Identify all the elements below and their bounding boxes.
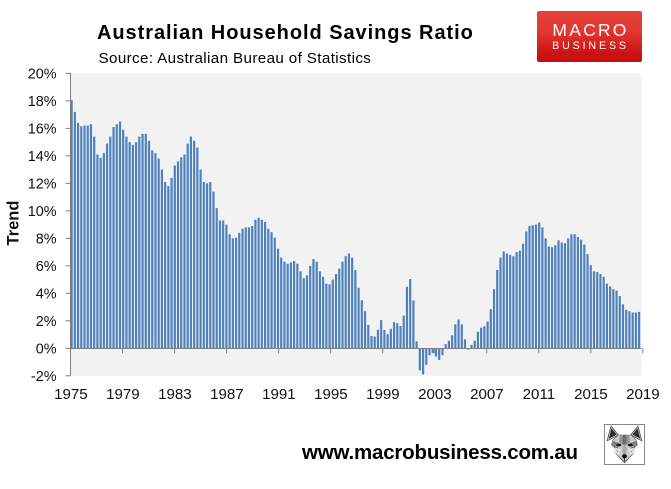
- svg-text:18%: 18%: [28, 94, 57, 110]
- svg-text:20%: 20%: [28, 66, 57, 82]
- svg-text:1999: 1999: [366, 386, 400, 403]
- svg-text:1987: 1987: [210, 386, 244, 403]
- svg-text:2007: 2007: [470, 386, 504, 403]
- svg-text:4%: 4%: [36, 286, 57, 302]
- svg-text:10%: 10%: [28, 204, 57, 220]
- svg-text:1975: 1975: [54, 386, 88, 403]
- svg-text:2019: 2019: [626, 386, 660, 403]
- svg-text:1979: 1979: [106, 386, 140, 403]
- svg-text:2003: 2003: [418, 386, 452, 403]
- svg-text:1995: 1995: [314, 386, 348, 403]
- svg-text:2015: 2015: [574, 386, 608, 403]
- svg-text:1983: 1983: [158, 386, 192, 403]
- svg-text:1991: 1991: [262, 386, 296, 403]
- svg-text:16%: 16%: [28, 121, 57, 137]
- svg-text:6%: 6%: [36, 259, 57, 275]
- svg-text:8%: 8%: [36, 231, 57, 247]
- svg-text:0%: 0%: [36, 341, 57, 357]
- svg-text:12%: 12%: [28, 176, 57, 192]
- svg-text:2%: 2%: [36, 314, 57, 330]
- svg-text:Trend: Trend: [5, 201, 23, 246]
- svg-text:2011: 2011: [523, 386, 555, 403]
- svg-text:-2%: -2%: [31, 369, 57, 385]
- svg-text:14%: 14%: [28, 149, 57, 165]
